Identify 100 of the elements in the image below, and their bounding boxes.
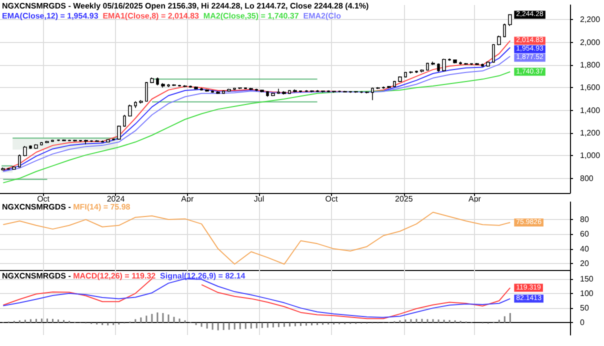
x-tick-label: Jul [254,194,264,204]
x-tick-label: 2025 [394,194,414,204]
candlestick [464,62,468,66]
candlestick [442,58,446,72]
candlestick [382,86,385,90]
candlestick [448,58,451,62]
candlestick [310,90,314,93]
candlestick [503,23,506,38]
candlestick [398,76,402,82]
candlestick [486,61,490,68]
y-tick-label: 1,800 [580,60,601,70]
series-label: MACD(12,26) = 119.32 [73,272,156,280]
candlestick [227,88,231,92]
candlestick [249,88,253,91]
candlestick [393,80,396,88]
candlestick [106,138,110,143]
candlestick [387,86,391,89]
y-tick-label: 60 [580,230,590,239]
candlestick [101,140,104,143]
candlestick [508,14,512,26]
candlestick [29,145,32,150]
candlestick [338,90,341,93]
candlestick [255,88,258,92]
x-tick-label: Oct [37,194,50,204]
candlestick [117,125,121,140]
candlestick [349,90,352,94]
candlestick [288,90,291,94]
y-tick-label: 150 [580,274,594,284]
candlestick [156,77,159,86]
y-tick-label: 0 [580,318,585,328]
candlestick [150,77,154,84]
text: EMA1(Close,8) = 2,014.83 [102,12,200,20]
line-series [2,212,511,265]
candlestick [200,88,203,91]
candlestick [161,82,165,88]
y-tick-label: 1,600 [580,83,601,92]
candlestick [172,84,176,86]
candlestick [79,140,82,142]
candlestick [470,62,473,66]
candlestick [68,139,71,142]
candlestick [57,139,60,142]
y-tick-label: 100 [580,288,594,298]
y-tick-label: 800 [580,174,594,183]
candlestick [167,84,170,88]
candlestick [332,90,336,94]
text: EMA2(Clo [303,12,342,20]
candlestick [293,88,297,93]
candlestick [178,84,181,87]
candlestick [145,82,148,102]
candlestick [7,168,10,170]
y-tick-label: 40 [580,244,590,254]
line-series [2,71,511,184]
series-label: MFI(14) = 75.98 [73,202,131,212]
candlestick [415,70,418,74]
y-tick-label: 2,000 [580,38,601,47]
candlestick [18,154,21,168]
candlestick [1,167,5,171]
candlestick [23,146,27,157]
candlestick [475,62,479,66]
candlestick [299,90,302,93]
candlestick [371,87,374,101]
y-tick-label: 2,200 [580,15,601,24]
candlestick [365,91,369,94]
series-label: Signal(12,26,9) = 82.14 [160,272,246,280]
candlestick [12,166,16,170]
candlestick [205,88,209,92]
chart-title: NGXCNSMRGDS - [2,272,72,280]
x-tick-label: Apr [181,194,194,204]
candlestick [95,140,99,142]
candlestick [492,44,495,64]
candlestick [316,90,319,92]
candlestick [305,90,308,92]
candlestick [40,142,43,146]
x-tick-label: 2024 [106,194,126,204]
y-tick-label: 20 [580,258,590,268]
candlestick [354,90,358,94]
candlestick [216,90,220,94]
y-tick-label: 50 [580,304,590,313]
y-tick-label: 1,000 [580,151,601,160]
candlestick [497,35,501,46]
y-tick-label: 80 [580,215,590,224]
candlestick [211,90,214,94]
candlestick [321,90,325,93]
candlestick [277,88,280,94]
candlestick [84,139,88,145]
candlestick [404,71,407,78]
candlestick [343,90,347,93]
text: EMA(Close,12) = 1,954.93 [2,12,99,20]
candlestick [123,114,126,128]
candlestick [183,84,187,88]
candlestick [45,140,49,144]
candlestick [134,100,137,108]
candlestick [128,104,132,117]
candlestick [90,140,93,142]
candlestick [459,61,462,65]
candlestick [426,62,429,72]
candlestick [437,62,440,72]
candlestick [194,86,198,90]
x-tick-label: Oct [325,194,338,204]
candlestick [453,59,457,64]
